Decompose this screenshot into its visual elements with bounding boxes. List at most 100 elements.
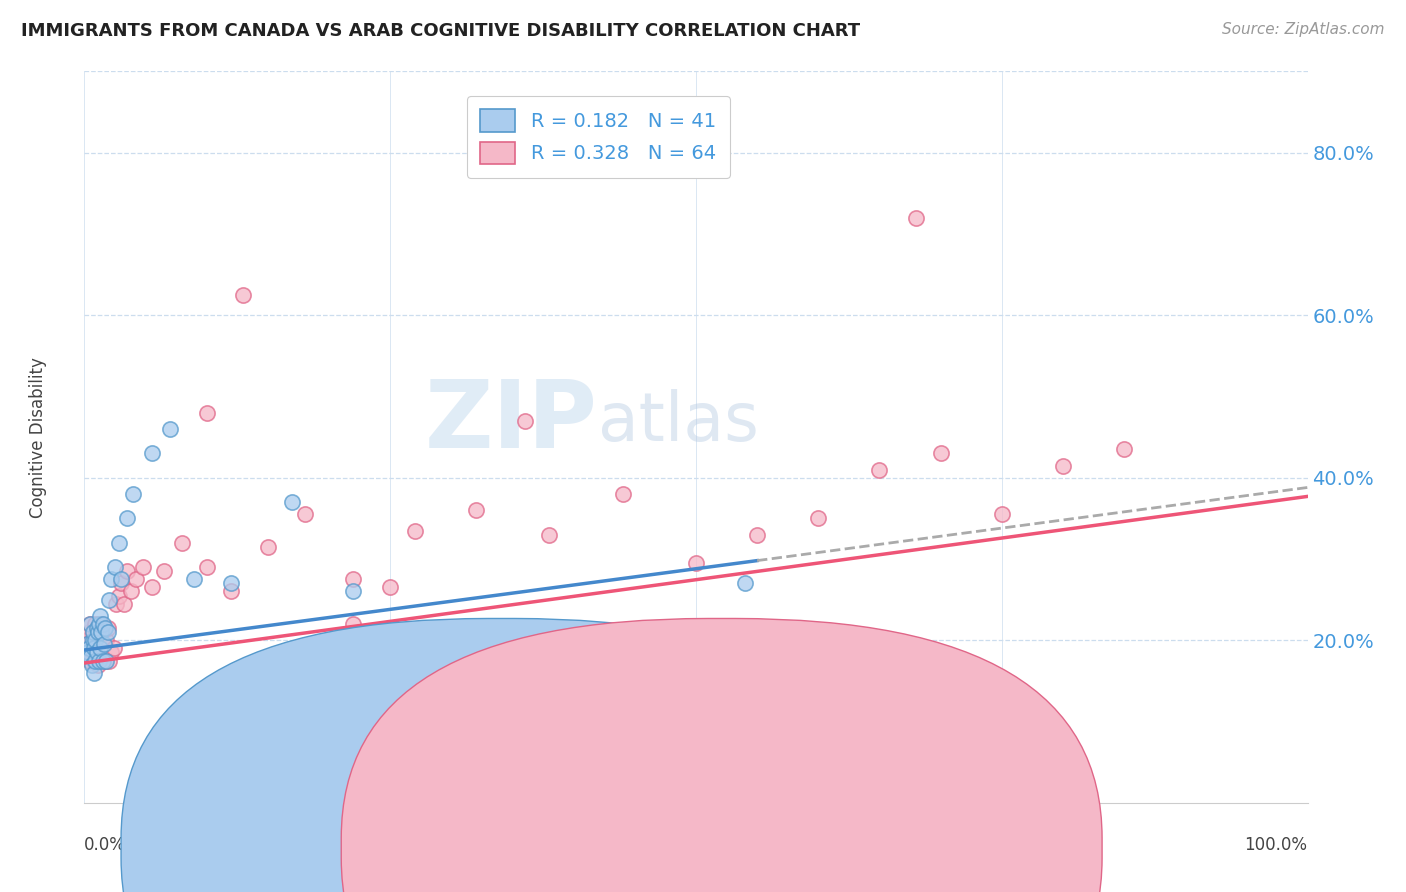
Text: Immigrants from Canada: Immigrants from Canada	[522, 839, 730, 857]
Point	[84, 654, 107, 668]
Point	[380, 581, 402, 595]
Text: ZIP: ZIP	[425, 376, 598, 468]
Point	[183, 572, 205, 586]
Point	[79, 617, 101, 632]
Point	[342, 584, 364, 599]
Point	[76, 637, 98, 651]
Point	[122, 487, 145, 501]
Point	[97, 621, 120, 635]
Point	[77, 641, 100, 656]
Text: 0.0%: 0.0%	[84, 836, 127, 854]
Point	[100, 645, 122, 659]
Point	[747, 527, 769, 541]
Point	[125, 572, 148, 586]
Point	[89, 621, 111, 635]
Point	[538, 527, 561, 541]
Point	[97, 625, 120, 640]
Point	[90, 625, 112, 640]
Point	[110, 572, 132, 586]
Point	[195, 560, 218, 574]
Point	[107, 589, 129, 603]
Point	[94, 621, 117, 635]
Point	[83, 665, 105, 680]
Point	[232, 288, 254, 302]
Point	[80, 657, 103, 672]
Text: Source: ZipAtlas.com: Source: ZipAtlas.com	[1222, 22, 1385, 37]
Point	[141, 581, 163, 595]
Point	[94, 654, 117, 668]
Point	[87, 617, 110, 632]
Point	[104, 560, 127, 574]
Point	[120, 584, 142, 599]
Point	[513, 414, 536, 428]
Point	[91, 637, 114, 651]
Point	[294, 508, 316, 522]
Point	[141, 446, 163, 460]
Point	[624, 633, 647, 648]
Point	[82, 625, 104, 640]
Point	[538, 681, 561, 696]
Point	[93, 637, 115, 651]
Point	[103, 641, 125, 656]
Point	[991, 508, 1014, 522]
Point	[87, 654, 110, 668]
Point	[342, 617, 364, 632]
Point	[80, 641, 103, 656]
Point	[87, 637, 110, 651]
Point	[86, 621, 108, 635]
Point	[83, 654, 105, 668]
Point	[685, 556, 707, 570]
Point	[807, 511, 830, 525]
Point	[105, 597, 128, 611]
Point	[77, 637, 100, 651]
Point	[87, 625, 110, 640]
Point	[219, 584, 242, 599]
Point	[79, 617, 101, 632]
Point	[93, 621, 115, 635]
Point	[79, 649, 101, 664]
Text: Cognitive Disability: Cognitive Disability	[30, 357, 46, 517]
Point	[77, 645, 100, 659]
Point	[90, 617, 112, 632]
Point	[84, 617, 107, 632]
Point	[86, 645, 108, 659]
Point	[97, 592, 120, 607]
Point	[86, 621, 108, 635]
Point	[76, 633, 98, 648]
Point	[82, 633, 104, 648]
Point	[404, 524, 426, 538]
Text: atlas: atlas	[598, 390, 759, 456]
Point	[464, 503, 486, 517]
Point	[905, 211, 928, 225]
Point	[82, 645, 104, 659]
Point	[77, 645, 100, 659]
Point	[89, 608, 111, 623]
Point	[195, 406, 218, 420]
FancyBboxPatch shape	[342, 618, 1102, 892]
Text: IMMIGRANTS FROM CANADA VS ARAB COGNITIVE DISABILITY CORRELATION CHART: IMMIGRANTS FROM CANADA VS ARAB COGNITIVE…	[21, 22, 860, 40]
Point	[80, 633, 103, 648]
Point	[77, 625, 100, 640]
Point	[869, 462, 891, 476]
Point	[84, 633, 107, 648]
Point	[153, 564, 176, 578]
Point	[87, 657, 110, 672]
Point	[1052, 458, 1074, 473]
Point	[91, 654, 114, 668]
Point	[100, 572, 122, 586]
Point	[107, 535, 129, 549]
Point	[342, 572, 364, 586]
Point	[97, 654, 120, 668]
Point	[257, 540, 280, 554]
Point	[612, 487, 634, 501]
Point	[709, 641, 731, 656]
Point	[734, 576, 756, 591]
Point	[115, 564, 138, 578]
Point	[82, 625, 104, 640]
Point	[110, 576, 132, 591]
Point	[115, 511, 138, 525]
Point	[96, 633, 118, 648]
Point	[83, 641, 105, 656]
Point	[87, 633, 110, 648]
Point	[112, 597, 135, 611]
